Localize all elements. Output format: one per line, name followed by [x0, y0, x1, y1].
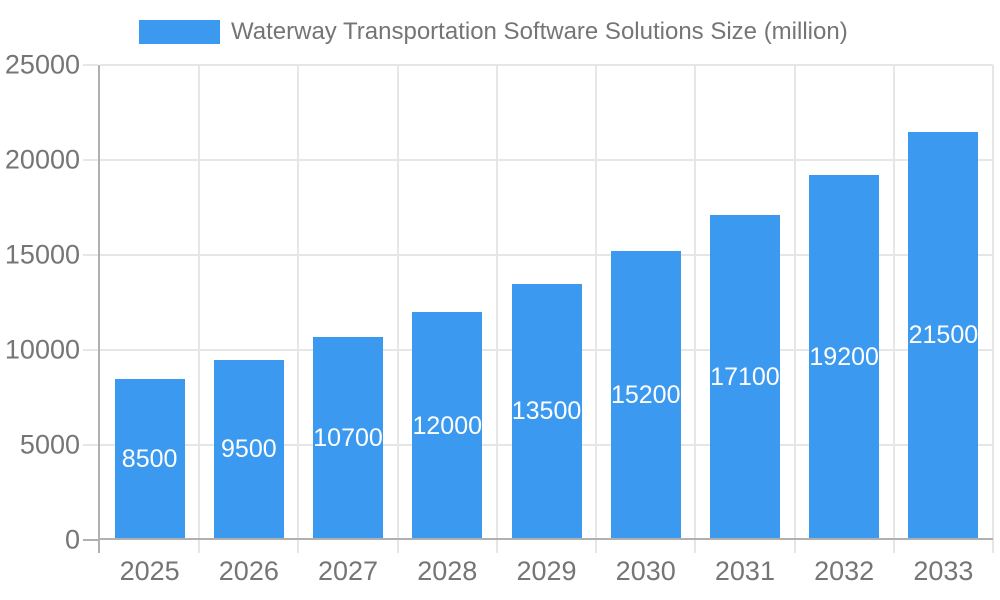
x-tick-label-2030: 2030: [615, 556, 676, 586]
bar-2025[interactable]: 8500: [114, 378, 185, 540]
bar-value-label: 9500: [221, 435, 277, 464]
y-axis-tick-5000: [83, 444, 98, 446]
bar-value-label: 19200: [809, 343, 879, 372]
x-axis-tick-3: [396, 540, 399, 553]
bar-2033[interactable]: 21500: [908, 131, 979, 540]
gridline-x-3: [396, 65, 399, 540]
x-axis-tick-9: [992, 540, 994, 553]
bar-value-label: 15200: [610, 381, 681, 410]
x-tick-label-2027: 2027: [318, 556, 379, 586]
y-tick-label-5000: 5000: [19, 429, 80, 460]
bar-2027[interactable]: 10700: [313, 336, 384, 540]
gridline-x-6: [694, 65, 697, 540]
bar-value-label: 10700: [313, 423, 383, 452]
x-tick-label-2029: 2029: [516, 556, 577, 586]
x-axis-labels: 2025 2026 2027 2028 2029 2030 2031 2032 2033: [100, 556, 993, 590]
y-tick-label-20000: 20000: [4, 144, 80, 175]
x-tick-label-2032: 2032: [814, 556, 875, 586]
y-axis-line: [98, 65, 100, 553]
y-axis-tick-20000: [83, 159, 98, 161]
gridline-x-4: [495, 65, 498, 540]
gridline-x-8: [892, 65, 895, 540]
bar-value-label: 13500: [511, 397, 582, 426]
gridline-x-7: [793, 65, 796, 540]
x-tick-label-2028: 2028: [417, 556, 478, 586]
plot-area: 8500 9500 10700 12000 13500 15200 17100 19200 21…: [83, 64, 994, 553]
x-axis-tick-1: [198, 540, 201, 553]
legend-label: Waterway Transportation Software Solutio…: [231, 17, 848, 45]
bar-2028[interactable]: 12000: [412, 312, 483, 540]
y-tick-label-15000: 15000: [4, 239, 80, 270]
y-tick-label-0: 0: [64, 524, 80, 555]
bar-2029[interactable]: 13500: [511, 283, 582, 540]
bar-value-label: 21500: [908, 321, 979, 350]
x-axis-line: [98, 538, 993, 540]
bar-value-label: 17100: [710, 363, 780, 392]
x-axis-tick-5: [595, 540, 598, 553]
x-tick-label-2026: 2026: [218, 556, 279, 586]
legend-swatch: [139, 19, 220, 44]
bar-2031[interactable]: 17100: [709, 215, 780, 540]
y-tick-label-25000: 25000: [4, 49, 80, 80]
x-axis-tick-7: [793, 540, 796, 553]
gridline-y-25000: [100, 64, 993, 66]
y-axis-tick-10000: [83, 349, 98, 351]
x-axis-tick-2: [297, 540, 300, 553]
gridline-y-15000: [100, 254, 993, 256]
y-tick-label-10000: 10000: [4, 334, 80, 365]
x-axis-tick-6: [694, 540, 697, 553]
gridline-y-20000: [100, 159, 993, 161]
legend-item[interactable]: Waterway Transportation Software Solutio…: [139, 18, 848, 45]
x-tick-label-2031: 2031: [714, 556, 775, 586]
x-tick-label-2025: 2025: [119, 556, 180, 586]
gridline-x-5: [595, 65, 598, 540]
bar-2032[interactable]: 19200: [809, 175, 880, 540]
bar-value-label: 12000: [412, 411, 483, 440]
y-axis-labels: 0 5000 10000 15000 20000 25000: [0, 50, 80, 555]
gridline-x-2: [297, 65, 300, 540]
gridline-x-1: [198, 65, 201, 540]
gridline-x-9: [992, 65, 994, 540]
bar-value-label: 8500: [121, 444, 178, 473]
y-axis-tick-25000: [83, 64, 98, 66]
bar-2030[interactable]: 15200: [610, 251, 681, 540]
y-axis-tick-0: [83, 539, 98, 541]
x-axis-tick-8: [892, 540, 895, 553]
bar-2026[interactable]: 9500: [213, 359, 284, 540]
x-tick-label-2033: 2033: [913, 556, 974, 586]
x-axis-tick-4: [495, 540, 498, 553]
y-axis-tick-15000: [83, 254, 98, 256]
